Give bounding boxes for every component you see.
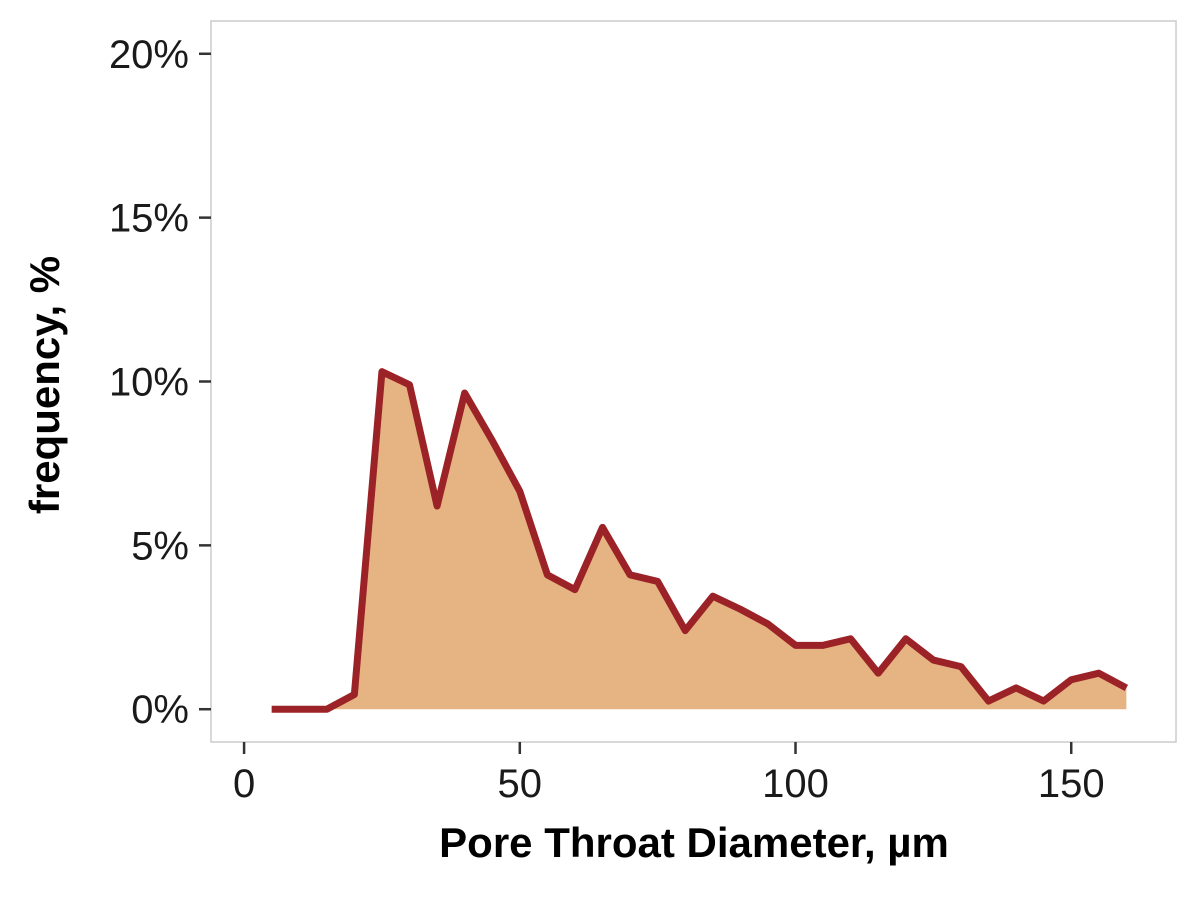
- x-axis: 0 50 100 150: [233, 742, 1105, 806]
- series-line: [271, 368, 1129, 713]
- x-tick-label: 100: [762, 762, 829, 806]
- x-tick-label: 50: [498, 762, 543, 806]
- y-axis: 0% 5% 10% 15% 20%: [109, 33, 211, 732]
- y-tick-label: 0%: [131, 688, 189, 732]
- y-tick-label: 5%: [131, 524, 189, 568]
- y-tick-label: 15%: [109, 197, 189, 241]
- y-tick-label: 10%: [109, 361, 189, 405]
- x-tick-label: 0: [233, 762, 255, 806]
- y-tick-label: 20%: [109, 33, 189, 77]
- area-fill: [271, 371, 1127, 710]
- x-tick-label: 150: [1038, 762, 1105, 806]
- y-axis-title: frequency, %: [21, 256, 68, 514]
- x-axis-title: Pore Throat Diameter, µm: [439, 819, 949, 866]
